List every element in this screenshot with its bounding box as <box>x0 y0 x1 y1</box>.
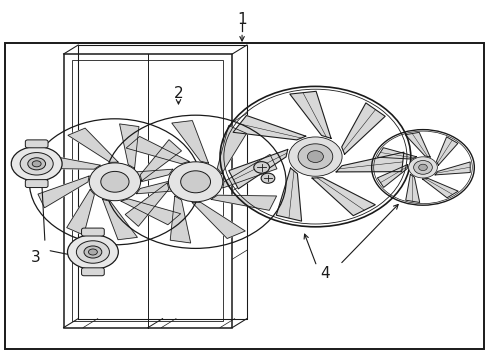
Ellipse shape <box>32 161 41 167</box>
Bar <box>5 43 483 349</box>
Polygon shape <box>113 169 172 189</box>
Polygon shape <box>125 183 168 226</box>
Polygon shape <box>68 128 118 162</box>
Circle shape <box>89 163 141 201</box>
Polygon shape <box>436 137 457 165</box>
Polygon shape <box>120 124 139 168</box>
Polygon shape <box>405 175 419 202</box>
Polygon shape <box>422 179 457 198</box>
Text: 3: 3 <box>30 250 40 265</box>
Polygon shape <box>136 175 193 194</box>
Circle shape <box>307 151 323 162</box>
Ellipse shape <box>20 153 53 175</box>
Ellipse shape <box>11 147 62 181</box>
Polygon shape <box>228 149 287 189</box>
Polygon shape <box>276 168 301 221</box>
Polygon shape <box>233 116 305 140</box>
Polygon shape <box>121 199 180 225</box>
Ellipse shape <box>88 249 97 255</box>
Ellipse shape <box>84 246 102 258</box>
Ellipse shape <box>67 235 118 269</box>
Polygon shape <box>192 202 244 239</box>
Polygon shape <box>289 91 330 138</box>
Polygon shape <box>311 177 374 216</box>
Text: 2: 2 <box>173 86 183 101</box>
Polygon shape <box>377 148 416 159</box>
Polygon shape <box>140 140 181 181</box>
Circle shape <box>408 157 436 178</box>
Polygon shape <box>38 176 89 208</box>
Polygon shape <box>377 165 407 187</box>
Circle shape <box>261 173 274 183</box>
Polygon shape <box>171 121 208 163</box>
Circle shape <box>288 137 342 176</box>
Polygon shape <box>223 154 276 188</box>
Circle shape <box>413 161 431 174</box>
Polygon shape <box>211 195 276 210</box>
Circle shape <box>253 162 269 173</box>
Polygon shape <box>341 103 385 154</box>
Bar <box>78 45 246 319</box>
Polygon shape <box>102 199 137 240</box>
FancyBboxPatch shape <box>81 268 104 276</box>
Text: 4: 4 <box>320 266 329 281</box>
Polygon shape <box>38 155 100 169</box>
Circle shape <box>418 164 427 171</box>
Polygon shape <box>405 132 429 157</box>
Polygon shape <box>170 196 190 243</box>
Circle shape <box>298 144 332 169</box>
FancyBboxPatch shape <box>81 228 104 236</box>
Circle shape <box>180 171 210 193</box>
Ellipse shape <box>76 241 109 263</box>
Bar <box>63 54 232 328</box>
Polygon shape <box>66 190 94 235</box>
Circle shape <box>168 162 223 202</box>
Ellipse shape <box>28 158 45 170</box>
FancyBboxPatch shape <box>25 140 48 148</box>
Bar <box>72 60 223 321</box>
Polygon shape <box>335 152 403 172</box>
Polygon shape <box>434 162 469 175</box>
Polygon shape <box>217 126 246 174</box>
Polygon shape <box>126 136 189 164</box>
Circle shape <box>101 171 129 192</box>
FancyBboxPatch shape <box>25 180 48 188</box>
Text: 1: 1 <box>237 12 246 27</box>
